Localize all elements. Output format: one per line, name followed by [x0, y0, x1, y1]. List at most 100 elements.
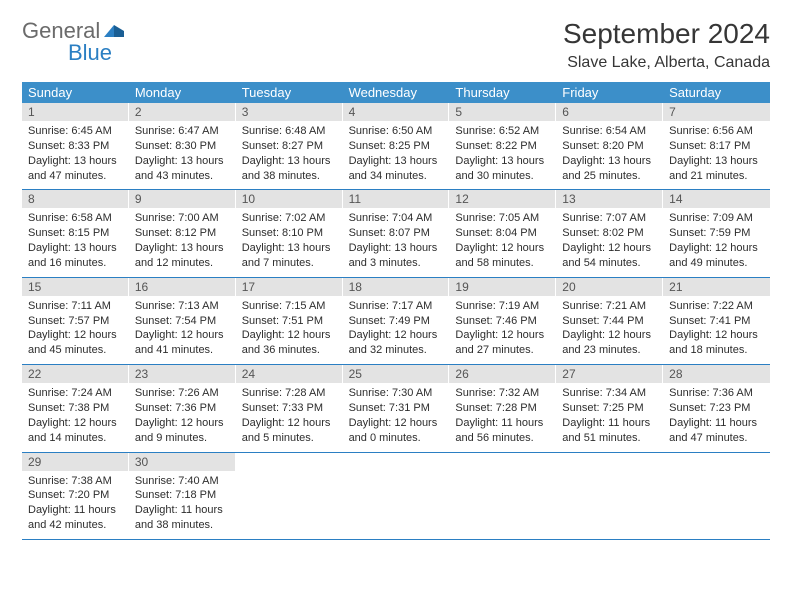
month-title: September 2024: [563, 18, 770, 50]
day-header: Friday: [556, 82, 663, 103]
sunrise-line: Sunrise: 7:24 AM: [28, 386, 123, 401]
calendar-cell: 3Sunrise: 6:48 AMSunset: 8:27 PMDaylight…: [236, 103, 343, 189]
date-number: 14: [663, 190, 770, 208]
calendar-cell: 14Sunrise: 7:09 AMSunset: 7:59 PMDayligh…: [663, 190, 770, 276]
sunrise-line: Sunrise: 6:52 AM: [455, 124, 550, 139]
calendar-cell: 16Sunrise: 7:13 AMSunset: 7:54 PMDayligh…: [129, 278, 236, 364]
daylight-line: Daylight: 12 hours and 41 minutes.: [135, 328, 230, 358]
daylight-line: Daylight: 13 hours and 30 minutes.: [455, 154, 550, 184]
calendar-cell: 27Sunrise: 7:34 AMSunset: 7:25 PMDayligh…: [556, 365, 663, 451]
date-number: 9: [129, 190, 236, 208]
day-info: Sunrise: 7:17 AMSunset: 7:49 PMDaylight:…: [343, 296, 450, 364]
sunrise-line: Sunrise: 7:00 AM: [135, 211, 230, 226]
date-number: 2: [129, 103, 236, 121]
calendar-cell: 1Sunrise: 6:45 AMSunset: 8:33 PMDaylight…: [22, 103, 129, 189]
calendar-week: 8Sunrise: 6:58 AMSunset: 8:15 PMDaylight…: [22, 190, 770, 277]
day-info: Sunrise: 7:15 AMSunset: 7:51 PMDaylight:…: [236, 296, 343, 364]
calendar-cell: 13Sunrise: 7:07 AMSunset: 8:02 PMDayligh…: [556, 190, 663, 276]
daylight-line: Daylight: 13 hours and 47 minutes.: [28, 154, 123, 184]
date-number: 27: [556, 365, 663, 383]
date-number: 10: [236, 190, 343, 208]
day-info: Sunrise: 7:02 AMSunset: 8:10 PMDaylight:…: [236, 208, 343, 276]
date-number: 18: [343, 278, 450, 296]
calendar-cell: 23Sunrise: 7:26 AMSunset: 7:36 PMDayligh…: [129, 365, 236, 451]
sunrise-line: Sunrise: 7:02 AM: [242, 211, 337, 226]
logo: General Blue: [22, 18, 126, 66]
daylight-line: Daylight: 11 hours and 42 minutes.: [28, 503, 123, 533]
day-info: Sunrise: 7:19 AMSunset: 7:46 PMDaylight:…: [449, 296, 556, 364]
calendar-cell: 6Sunrise: 6:54 AMSunset: 8:20 PMDaylight…: [556, 103, 663, 189]
sunset-line: Sunset: 8:10 PM: [242, 226, 337, 241]
logo-text-blue: Blue: [68, 40, 112, 66]
daylight-line: Daylight: 11 hours and 51 minutes.: [562, 416, 657, 446]
date-number: 1: [22, 103, 129, 121]
calendar-cell: 9Sunrise: 7:00 AMSunset: 8:12 PMDaylight…: [129, 190, 236, 276]
sunset-line: Sunset: 7:23 PM: [669, 401, 764, 416]
date-number: 4: [343, 103, 450, 121]
day-info: Sunrise: 6:47 AMSunset: 8:30 PMDaylight:…: [129, 121, 236, 189]
sunset-line: Sunset: 7:41 PM: [669, 314, 764, 329]
sunrise-line: Sunrise: 7:04 AM: [349, 211, 444, 226]
date-number: 15: [22, 278, 129, 296]
date-number: 13: [556, 190, 663, 208]
date-number: 21: [663, 278, 770, 296]
sunset-line: Sunset: 7:36 PM: [135, 401, 230, 416]
daylight-line: Daylight: 13 hours and 21 minutes.: [669, 154, 764, 184]
day-info: Sunrise: 7:36 AMSunset: 7:23 PMDaylight:…: [663, 383, 770, 451]
date-number: 19: [449, 278, 556, 296]
logo-mark-icon: [104, 23, 126, 39]
header: General Blue September 2024 Slave Lake, …: [22, 18, 770, 72]
sunset-line: Sunset: 8:15 PM: [28, 226, 123, 241]
daylight-line: Daylight: 12 hours and 49 minutes.: [669, 241, 764, 271]
sunrise-line: Sunrise: 6:50 AM: [349, 124, 444, 139]
sunset-line: Sunset: 7:49 PM: [349, 314, 444, 329]
sunrise-line: Sunrise: 7:40 AM: [135, 474, 230, 489]
day-info: Sunrise: 7:38 AMSunset: 7:20 PMDaylight:…: [22, 471, 129, 539]
day-header: Sunday: [22, 82, 129, 103]
day-headers: SundayMondayTuesdayWednesdayThursdayFrid…: [22, 82, 770, 103]
calendar-cell: 17Sunrise: 7:15 AMSunset: 7:51 PMDayligh…: [236, 278, 343, 364]
day-info: Sunrise: 6:48 AMSunset: 8:27 PMDaylight:…: [236, 121, 343, 189]
date-number: 29: [22, 453, 129, 471]
day-info: Sunrise: 7:11 AMSunset: 7:57 PMDaylight:…: [22, 296, 129, 364]
daylight-line: Daylight: 11 hours and 56 minutes.: [455, 416, 550, 446]
calendar-cell: [663, 453, 770, 539]
daylight-line: Daylight: 13 hours and 12 minutes.: [135, 241, 230, 271]
sunrise-line: Sunrise: 7:38 AM: [28, 474, 123, 489]
day-info: Sunrise: 7:30 AMSunset: 7:31 PMDaylight:…: [343, 383, 450, 451]
sunset-line: Sunset: 8:33 PM: [28, 139, 123, 154]
sunset-line: Sunset: 7:46 PM: [455, 314, 550, 329]
date-number: 28: [663, 365, 770, 383]
date-number: 12: [449, 190, 556, 208]
date-number: 22: [22, 365, 129, 383]
sunset-line: Sunset: 8:25 PM: [349, 139, 444, 154]
date-number: 17: [236, 278, 343, 296]
sunset-line: Sunset: 7:31 PM: [349, 401, 444, 416]
sunrise-line: Sunrise: 7:07 AM: [562, 211, 657, 226]
calendar-cell: 10Sunrise: 7:02 AMSunset: 8:10 PMDayligh…: [236, 190, 343, 276]
daylight-line: Daylight: 12 hours and 27 minutes.: [455, 328, 550, 358]
sunset-line: Sunset: 7:51 PM: [242, 314, 337, 329]
calendar-cell: 12Sunrise: 7:05 AMSunset: 8:04 PMDayligh…: [449, 190, 556, 276]
day-info: Sunrise: 6:54 AMSunset: 8:20 PMDaylight:…: [556, 121, 663, 189]
calendar-cell: 25Sunrise: 7:30 AMSunset: 7:31 PMDayligh…: [343, 365, 450, 451]
day-header: Monday: [129, 82, 236, 103]
sunrise-line: Sunrise: 6:47 AM: [135, 124, 230, 139]
calendar-week: 29Sunrise: 7:38 AMSunset: 7:20 PMDayligh…: [22, 453, 770, 540]
calendar-cell: 8Sunrise: 6:58 AMSunset: 8:15 PMDaylight…: [22, 190, 129, 276]
date-number: 8: [22, 190, 129, 208]
daylight-line: Daylight: 13 hours and 7 minutes.: [242, 241, 337, 271]
sunset-line: Sunset: 7:25 PM: [562, 401, 657, 416]
day-header: Saturday: [663, 82, 770, 103]
sunrise-line: Sunrise: 7:13 AM: [135, 299, 230, 314]
calendar-week: 1Sunrise: 6:45 AMSunset: 8:33 PMDaylight…: [22, 103, 770, 190]
daylight-line: Daylight: 12 hours and 36 minutes.: [242, 328, 337, 358]
date-number: 5: [449, 103, 556, 121]
sunset-line: Sunset: 8:27 PM: [242, 139, 337, 154]
sunset-line: Sunset: 7:38 PM: [28, 401, 123, 416]
day-info: Sunrise: 7:40 AMSunset: 7:18 PMDaylight:…: [129, 471, 236, 539]
day-info: Sunrise: 7:22 AMSunset: 7:41 PMDaylight:…: [663, 296, 770, 364]
day-info: Sunrise: 7:24 AMSunset: 7:38 PMDaylight:…: [22, 383, 129, 451]
title-block: September 2024 Slave Lake, Alberta, Cana…: [563, 18, 770, 72]
day-info: Sunrise: 7:09 AMSunset: 7:59 PMDaylight:…: [663, 208, 770, 276]
